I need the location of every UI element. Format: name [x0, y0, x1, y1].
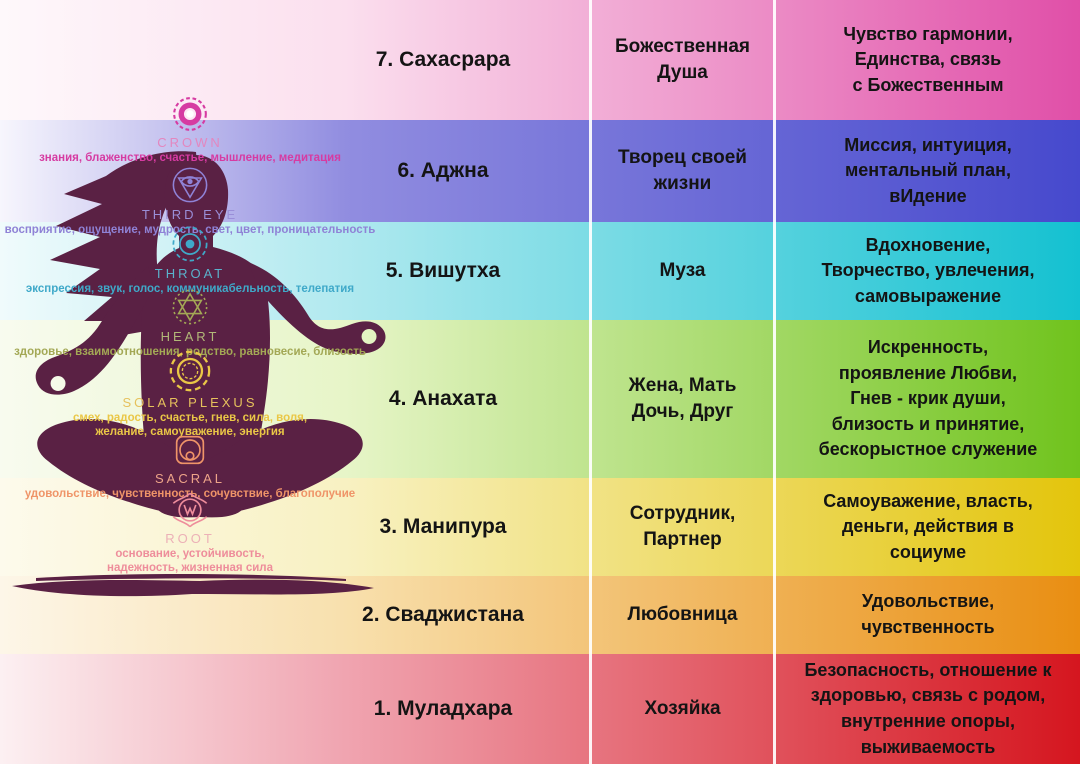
chakra-label: HEART	[160, 329, 220, 344]
chakra-solar-plexus: SOLAR PLEXUS смех, радость, счастье, гне…	[0, 348, 390, 439]
chakra-label: ROOT	[165, 531, 215, 546]
chakra-description: Вдохновение, Творчество, увлечения, само…	[821, 234, 1035, 306]
solar-plexus-chakra-icon	[169, 350, 211, 392]
third-eye-chakra-icon	[172, 167, 208, 203]
chakra-role: Жена, Мать Дочь, Друг	[589, 320, 776, 478]
chakra-description: Искренность, проявление Любви, Гнев - кр…	[818, 337, 1038, 460]
chakra-name: 6. Аджна	[397, 159, 489, 182]
chakra-root: ROOT основание, устойчивость, надежность…	[0, 490, 390, 575]
chakra-role: Любовница	[589, 576, 776, 654]
table-row: 1. Муладхара Хозяйка Безопасность, отнош…	[0, 654, 1080, 764]
chakra-description: Удовольствие, чувственность	[861, 591, 995, 637]
chakra-name: 1. Муладхара	[373, 697, 513, 720]
chakra-crown: CROWN знания, блаженство, счастье, мышле…	[0, 94, 390, 165]
chakra-name: 5. Вишутха	[385, 259, 501, 282]
chakra-label: CROWN	[157, 135, 223, 150]
crown-chakra-icon	[173, 97, 207, 131]
chakra-label: THIRD EYE	[141, 207, 239, 222]
sacral-chakra-icon	[175, 435, 205, 465]
table-row: 2. Сваджистана Любовница Удовольствие, ч…	[0, 576, 1080, 654]
chakra-label: SOLAR PLEXUS	[122, 395, 258, 410]
chakra-keywords: основание, устойчивость, надежность, жиз…	[107, 548, 273, 575]
chakra-role: Божественная Душа	[589, 0, 776, 120]
heart-chakra-icon	[172, 289, 208, 325]
table-row: 7. Сахасрара Божественная Душа Чувство г…	[0, 0, 1080, 120]
chakra-keywords: знания, блаженство, счастье, мышление, м…	[39, 152, 341, 164]
chakra-name: 4. Анахата	[388, 387, 498, 410]
chakra-name: 2. Сваджистана	[362, 603, 524, 626]
chakra-description: Безопасность, отношение к здоровью, связ…	[804, 659, 1052, 757]
chakra-role: Хозяйка	[589, 654, 776, 764]
chakra-description: Чувство гармонии, Единства, связь с Боже…	[843, 23, 1013, 95]
chakra-description: Самоуважение, власть, деньги, действия в…	[823, 490, 1033, 562]
chakra-name: 7. Сахасрара	[375, 48, 511, 71]
throat-chakra-icon	[172, 226, 208, 262]
chakra-label: SACRAL	[154, 471, 226, 486]
chakra-role: Сотрудник, Партнер	[589, 478, 776, 576]
root-chakra-icon	[172, 492, 208, 528]
chakra-description: Миссия, интуиция, ментальный план, вИден…	[844, 134, 1012, 206]
chakra-name: 3. Манипура	[379, 515, 507, 538]
chakra-role: Творец своей жизни	[589, 120, 776, 222]
chakra-role: Муза	[589, 222, 776, 320]
chakra-label: THROAT	[154, 266, 226, 281]
